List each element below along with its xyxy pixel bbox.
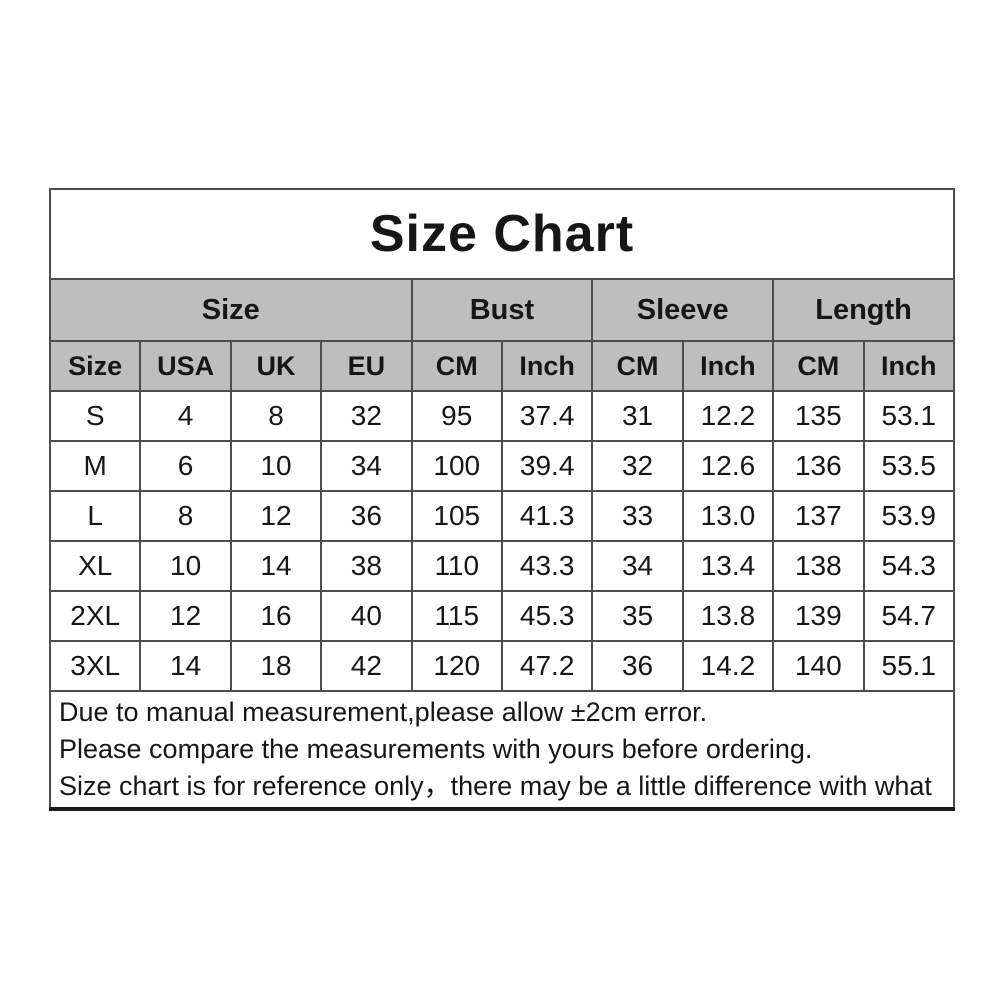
data-cell: 3XL — [48, 640, 142, 692]
column-header-eu: EU — [320, 340, 413, 392]
data-cell: 54.7 — [862, 590, 956, 642]
data-cell: 138 — [772, 540, 865, 592]
data-cell: 115 — [410, 590, 503, 642]
data-cell: 8 — [229, 390, 323, 442]
data-cell: 18 — [229, 640, 323, 692]
table-row-xl: XL 10 14 38 110 43.3 34 13.4 138 54.3 — [48, 540, 956, 592]
data-cell: 41.3 — [500, 490, 594, 542]
group-header-bust: Bust — [410, 278, 594, 342]
page-title: Size Chart — [49, 188, 955, 280]
data-cell: 13.8 — [681, 590, 775, 642]
table-row-l: L 8 12 36 105 41.3 33 13.0 137 53.9 — [48, 490, 956, 542]
data-cell: 100 — [410, 440, 503, 492]
column-header-usa: USA — [139, 340, 232, 392]
data-cell: 95 — [410, 390, 503, 442]
data-cell: 12.6 — [681, 440, 775, 492]
data-cell: 35 — [591, 590, 684, 642]
data-cell: 43.3 — [500, 540, 594, 592]
data-cell: 55.1 — [862, 640, 956, 692]
data-cell: 34 — [320, 440, 413, 492]
data-cell: 140 — [772, 640, 865, 692]
data-cell: 37.4 — [500, 390, 594, 442]
data-cell: 34 — [591, 540, 684, 592]
column-header-size: Size — [48, 340, 142, 392]
group-header-size: Size — [49, 278, 413, 342]
data-cell: XL — [48, 540, 142, 592]
data-cell: M — [48, 440, 142, 492]
data-cell: 8 — [139, 490, 232, 542]
data-cell: 14 — [139, 640, 232, 692]
data-cell: 36 — [320, 490, 413, 542]
data-cell: 12.2 — [681, 390, 775, 442]
column-header-bust-inch: Inch — [500, 340, 594, 392]
data-cell: 105 — [410, 490, 503, 542]
data-cell: 53.9 — [862, 490, 956, 542]
notes-cell: Due to manual measurement,please allow ±… — [49, 690, 955, 810]
data-cell: 135 — [772, 390, 865, 442]
data-cell: 10 — [229, 440, 323, 492]
data-cell: 14.2 — [681, 640, 775, 692]
data-cell: 45.3 — [500, 590, 594, 642]
column-header-sleeve-inch: Inch — [681, 340, 775, 392]
note-line-measurement-error: Due to manual measurement,please allow ±… — [59, 697, 708, 727]
data-cell: 139 — [772, 590, 865, 642]
column-header-uk: UK — [229, 340, 323, 392]
data-cell: 38 — [320, 540, 413, 592]
column-header-row: Size USA UK EU CM Inch CM Inch CM Inch — [48, 340, 956, 392]
data-cell: 40 — [320, 590, 413, 642]
note-line-compare-measurements: Please compare the measurements with you… — [59, 734, 813, 764]
data-cell: 39.4 — [500, 440, 594, 492]
data-cell: 10 — [139, 540, 232, 592]
data-cell: 2XL — [48, 590, 142, 642]
data-cell: 12 — [139, 590, 232, 642]
data-cell: 14 — [229, 540, 323, 592]
data-cell: 47.2 — [500, 640, 594, 692]
data-cell: 120 — [410, 640, 503, 692]
data-cell: 13.4 — [681, 540, 775, 592]
data-cell: S — [48, 390, 142, 442]
data-cell: L — [48, 490, 142, 542]
data-cell: 137 — [772, 490, 865, 542]
data-cell: 4 — [139, 390, 232, 442]
data-cell: 12 — [229, 490, 323, 542]
column-header-bust-cm: CM — [410, 340, 503, 392]
data-cell: 36 — [591, 640, 684, 692]
data-cell: 136 — [772, 440, 865, 492]
table-row-s: S 4 8 32 95 37.4 31 12.2 135 53.1 — [48, 390, 956, 442]
group-header-sleeve: Sleeve — [591, 278, 775, 342]
data-cell: 53.1 — [862, 390, 956, 442]
data-cell: 6 — [139, 440, 232, 492]
data-cell: 32 — [320, 390, 413, 442]
data-cell: 31 — [591, 390, 684, 442]
data-cell: 32 — [591, 440, 684, 492]
column-header-length-inch: Inch — [862, 340, 956, 392]
note-line-reference-only: Size chart is for reference only，there m… — [59, 771, 932, 801]
group-header-length: Length — [772, 278, 955, 342]
size-chart-table: Size Chart Size Bust Sleeve Length Size … — [48, 188, 956, 811]
data-cell: 54.3 — [862, 540, 956, 592]
data-cell: 110 — [410, 540, 503, 592]
column-header-sleeve-cm: CM — [591, 340, 684, 392]
table-row-m: M 6 10 34 100 39.4 32 12.6 136 53.5 — [48, 440, 956, 492]
table-row-2xl: 2XL 12 16 40 115 45.3 35 13.8 139 54.7 — [48, 590, 956, 642]
data-cell: 33 — [591, 490, 684, 542]
data-cell: 42 — [320, 640, 413, 692]
data-cell: 53.5 — [862, 440, 956, 492]
notes-row: Due to manual measurement,please allow ±… — [49, 690, 955, 810]
column-header-length-cm: CM — [772, 340, 865, 392]
size-chart-container: Size Chart Size Bust Sleeve Length Size … — [48, 188, 956, 811]
title-row: Size Chart — [49, 188, 955, 280]
group-header-row: Size Bust Sleeve Length — [49, 278, 955, 342]
data-cell: 16 — [229, 590, 323, 642]
table-row-3xl: 3XL 14 18 42 120 47.2 36 14.2 140 55.1 — [48, 640, 956, 692]
data-cell: 13.0 — [681, 490, 775, 542]
